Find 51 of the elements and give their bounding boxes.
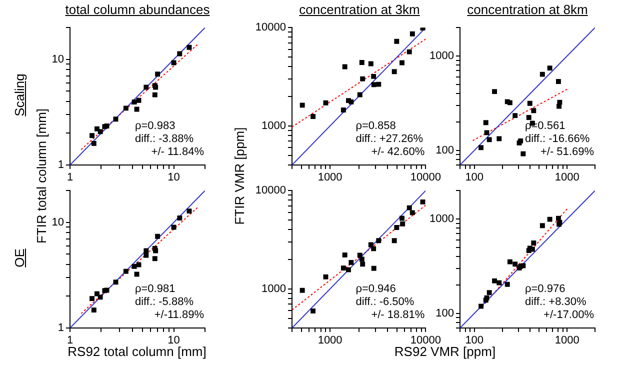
annotation: ρ=0.976 (525, 283, 566, 296)
y-tick-label: 100 (436, 144, 454, 156)
annotation: diff.: -6.50% (356, 296, 414, 308)
chart-title: concentration at 8km (467, 2, 588, 17)
annotation: +/-11.89% (154, 309, 204, 322)
y-tick-label: 1000 (430, 50, 454, 62)
x-tick-label: 100 (465, 172, 484, 184)
y-tick-label: 10 (52, 216, 64, 228)
y-axis-title: FTIR VMR [ppm] (232, 127, 247, 225)
y-tick-label: 10 (52, 53, 64, 66)
y-tick-label: 1000 (262, 282, 286, 295)
annotation: ρ=0.981 (135, 283, 176, 296)
annotation: +/- 18.81% (371, 309, 425, 322)
annotation: diff.: -3.88% (135, 133, 194, 146)
x-axis-title: RS92 total column [mm] (68, 344, 206, 359)
x-tick-label: 1000 (318, 172, 342, 184)
y-tick-label: 1 (58, 322, 64, 334)
x-tick-label: 10000 (410, 172, 442, 184)
y-tick-label: 1000 (262, 120, 286, 132)
annotation: ρ=0.946 (356, 283, 396, 296)
x-axis-title: RS92 VMR [ppm] (394, 344, 496, 359)
chart-title: total column abundances (65, 2, 210, 17)
annotation: diff.: +8.30% (525, 296, 586, 308)
y-tick-label: 1 (58, 159, 64, 172)
x-tick-label: 100 (465, 334, 484, 347)
y-tick-label: 100 (436, 307, 454, 320)
annotation: ρ=0.561 (525, 120, 566, 132)
x-tick-label: 10 (168, 334, 180, 347)
chart-title: concentration at 3km (299, 2, 420, 17)
annotation: diff.: -16.66% (525, 133, 590, 146)
text: OE (12, 248, 27, 268)
annotation: ρ=0.983 (135, 120, 176, 132)
y-tick-label: 10000 (255, 184, 286, 197)
x-tick-label: 1 (66, 334, 74, 347)
text: Scaling (12, 74, 27, 116)
x-tick-label: 1000 (554, 334, 580, 347)
x-tick-label: 1 (66, 172, 74, 184)
annotation: diff.: -5.88% (135, 296, 194, 308)
annotation: diff.: +27.26% (356, 133, 424, 146)
y-tick-label: 10000 (255, 22, 286, 34)
x-tick-label: 1000 (554, 172, 580, 184)
x-tick-label: 1000 (318, 334, 342, 347)
annotation: ρ=0.858 (356, 120, 396, 132)
annotation: +/- 11.84% (151, 146, 204, 158)
y-axis-title: FTIR total column [mm] (34, 108, 49, 244)
x-tick-label: 10000 (410, 334, 442, 347)
x-tick-label: 10 (168, 172, 180, 184)
y-tick-label: 1000 (430, 213, 454, 226)
annotation: +/- 51.69% (540, 146, 594, 158)
annotation: +/- 42.60% (371, 146, 425, 158)
annotation: +/-17.00% (544, 309, 594, 322)
